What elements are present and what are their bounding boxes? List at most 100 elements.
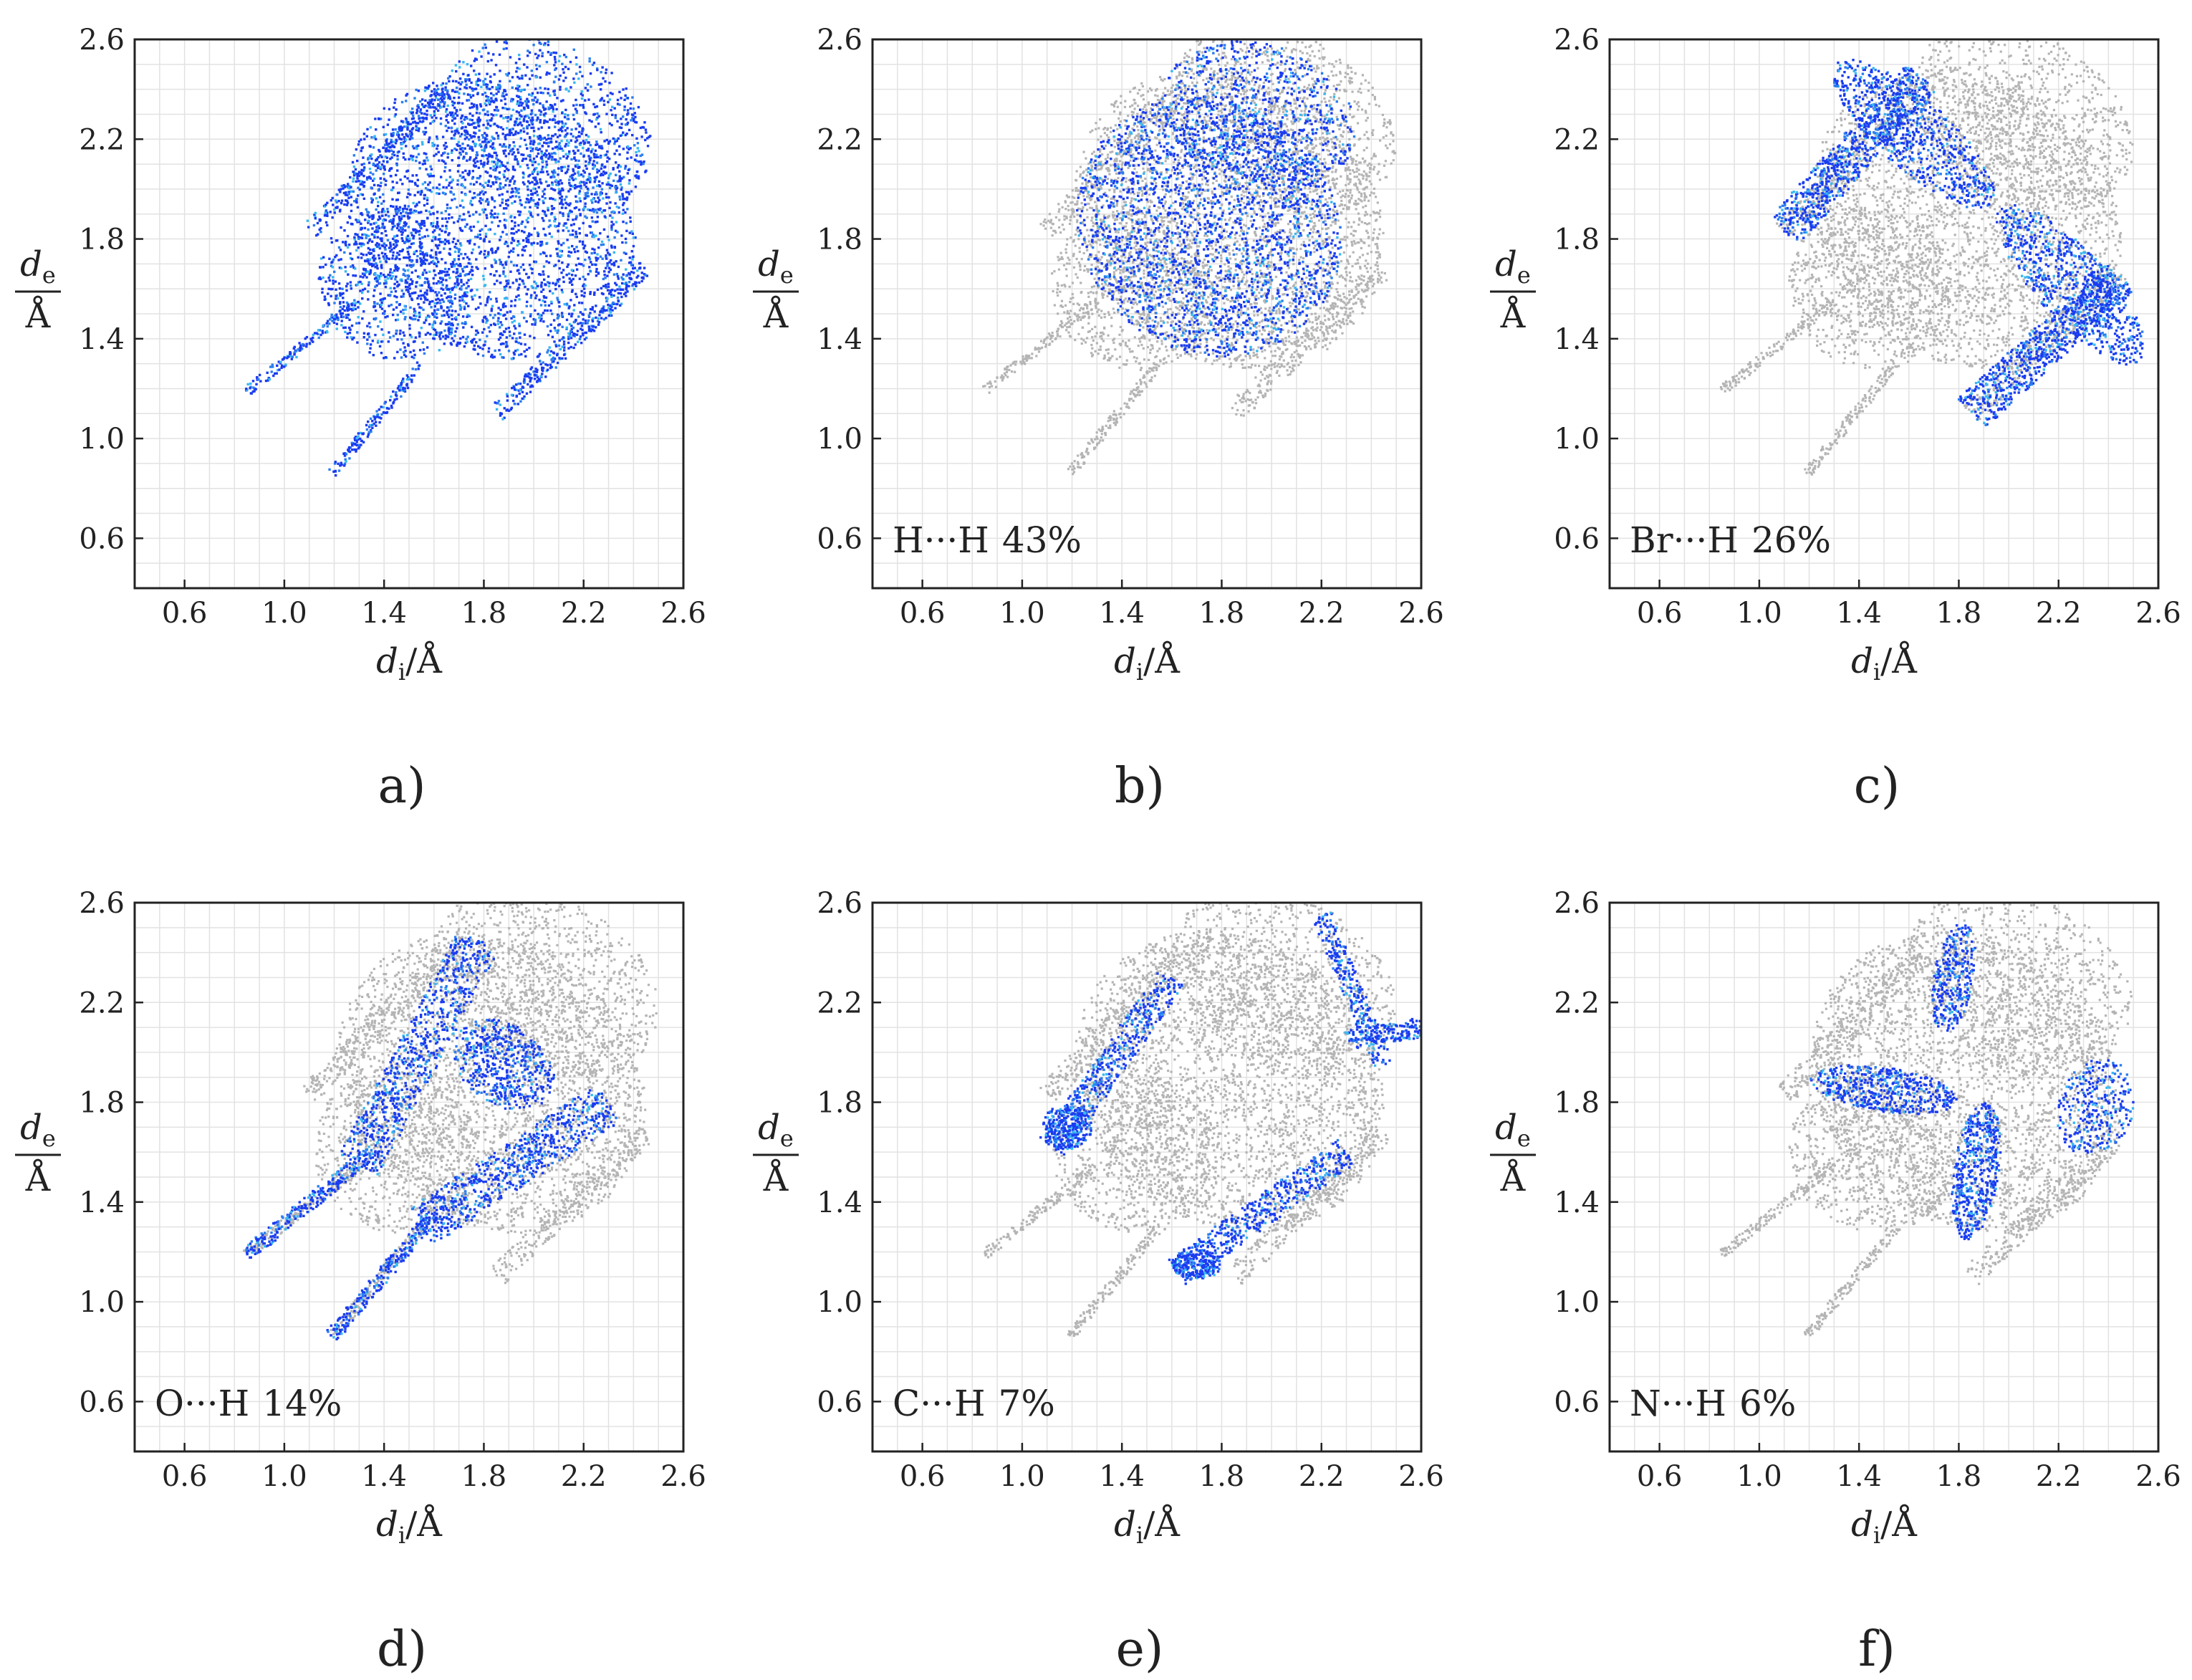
highlight-point [534,321,537,324]
highlight-point [574,274,577,277]
highlight-point [393,239,396,242]
highlight-point [532,157,536,160]
highlight-point [389,276,392,279]
highlight-point [362,185,365,188]
highlight-point [506,177,509,181]
highlight-point [446,335,448,338]
highlight-point [438,299,441,302]
highlight-point [515,117,519,120]
highlight-point [583,183,586,186]
highlight-point [420,190,423,193]
highlight-point [495,163,498,166]
highlight-point [499,332,502,336]
highlight-point [372,305,375,309]
highlight-point [584,99,587,102]
highlight-point [530,384,533,387]
highlight-point [474,73,478,76]
highlight-point [415,315,418,317]
highlight-point [420,246,423,249]
highlight-point [510,406,514,410]
highlight-point [591,247,594,251]
highlight-point [431,90,433,93]
highlight-point [624,123,628,126]
highlight-point [407,290,410,294]
highlight-point [513,388,516,391]
highlight-point [521,239,525,242]
highlight-point [437,260,440,264]
highlight-point [612,167,615,170]
highlight-point [420,259,423,261]
highlight-point [590,156,592,160]
highlight-point [447,295,450,299]
highlight-point [517,224,520,227]
highlight-point [597,180,601,183]
highlight-point [370,240,374,243]
highlight-point [489,212,492,215]
highlight-point [446,306,449,309]
highlight-point [484,77,487,81]
highlight-point [492,322,496,325]
highlight-point [456,239,460,242]
highlight-point [410,380,413,383]
highlight-point [565,326,568,330]
highlight-point [456,183,459,186]
highlight-point [380,272,383,275]
highlight-point [357,316,360,319]
highlight-point [559,157,562,160]
highlight-point [445,115,448,118]
highlight-point [359,280,362,284]
highlight-point [477,124,480,128]
highlight-point [347,243,351,246]
highlight-point [596,112,599,115]
highlight-point [539,273,542,277]
highlight-point [569,234,572,236]
highlight-point [544,300,547,304]
highlight-point [581,127,584,130]
highlight-point [434,94,437,97]
highlight-point [415,125,418,128]
highlight-point [507,255,510,259]
highlight-point [566,117,569,120]
highlight-point [419,117,422,120]
highlight-point [621,115,625,118]
highlight-point [580,90,583,93]
highlight-point [494,261,497,264]
highlight-point [552,319,556,322]
highlight-point [349,190,352,193]
highlight-point [408,123,411,125]
highlight-point [396,158,399,161]
highlight-point [562,276,565,279]
highlight-point [490,117,494,120]
highlight-point [445,323,448,326]
highlight-point [420,294,423,297]
highlight-point [595,270,598,273]
highlight-point [468,315,471,317]
highlight-point [590,150,593,153]
highlight-point [462,283,466,286]
highlight-point [554,75,557,78]
highlight-point [560,201,563,203]
highlight-point [638,261,642,265]
highlight-point [463,322,466,325]
highlight-point [507,279,510,282]
highlight-point [547,137,550,140]
highlight-point [345,284,348,288]
highlight-point [378,274,381,278]
highlight-point [534,191,537,195]
highlight-point [405,100,408,102]
highlight-point [537,143,540,145]
highlight-point [602,307,605,310]
highlight-point [542,361,544,364]
highlight-point [505,127,509,130]
highlight-point [587,98,590,101]
highlight-point [464,193,467,196]
highlight-point [392,140,395,143]
highlight-point [392,243,395,246]
highlight-point [505,207,508,210]
highlight-point [426,156,428,159]
highlight-point [478,200,481,203]
highlight-point [529,137,532,140]
highlight-point [483,284,486,287]
highlight-point [568,305,571,308]
highlight-point [616,180,619,183]
